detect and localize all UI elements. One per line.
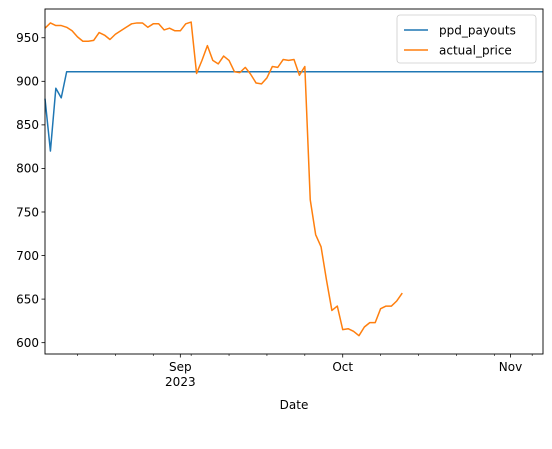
- y-tick-label: 900: [16, 75, 39, 89]
- y-tick-label: 600: [16, 336, 39, 350]
- y-tick-label: 650: [16, 292, 39, 306]
- legend-label: ppd_payouts: [439, 23, 516, 37]
- plot-frame: [44, 8, 544, 355]
- x-tick-label: Oct: [332, 360, 353, 374]
- x-axis-label: Date: [280, 398, 309, 412]
- series-line-ppd-payouts: [44, 70, 543, 152]
- y-tick-label: 750: [16, 205, 39, 219]
- series-layer: [44, 21, 543, 337]
- x-tick-label: Nov: [499, 360, 522, 374]
- x-tick-sublabel: 2023: [165, 375, 196, 389]
- y-tick-label: 950: [16, 31, 39, 45]
- x-tick-label: Sep: [169, 360, 192, 374]
- legend-box: [396, 14, 537, 64]
- y-axis: 600 650 700 750 800 850 900 950: [16, 31, 45, 350]
- legend-label: actual_price: [439, 43, 512, 57]
- y-tick-label: 800: [16, 162, 39, 176]
- legend: ppd_payouts actual_price: [396, 14, 537, 64]
- y-tick-label: 700: [16, 249, 39, 263]
- y-tick-label: 850: [16, 118, 39, 132]
- series-line-actual-price: [44, 21, 403, 337]
